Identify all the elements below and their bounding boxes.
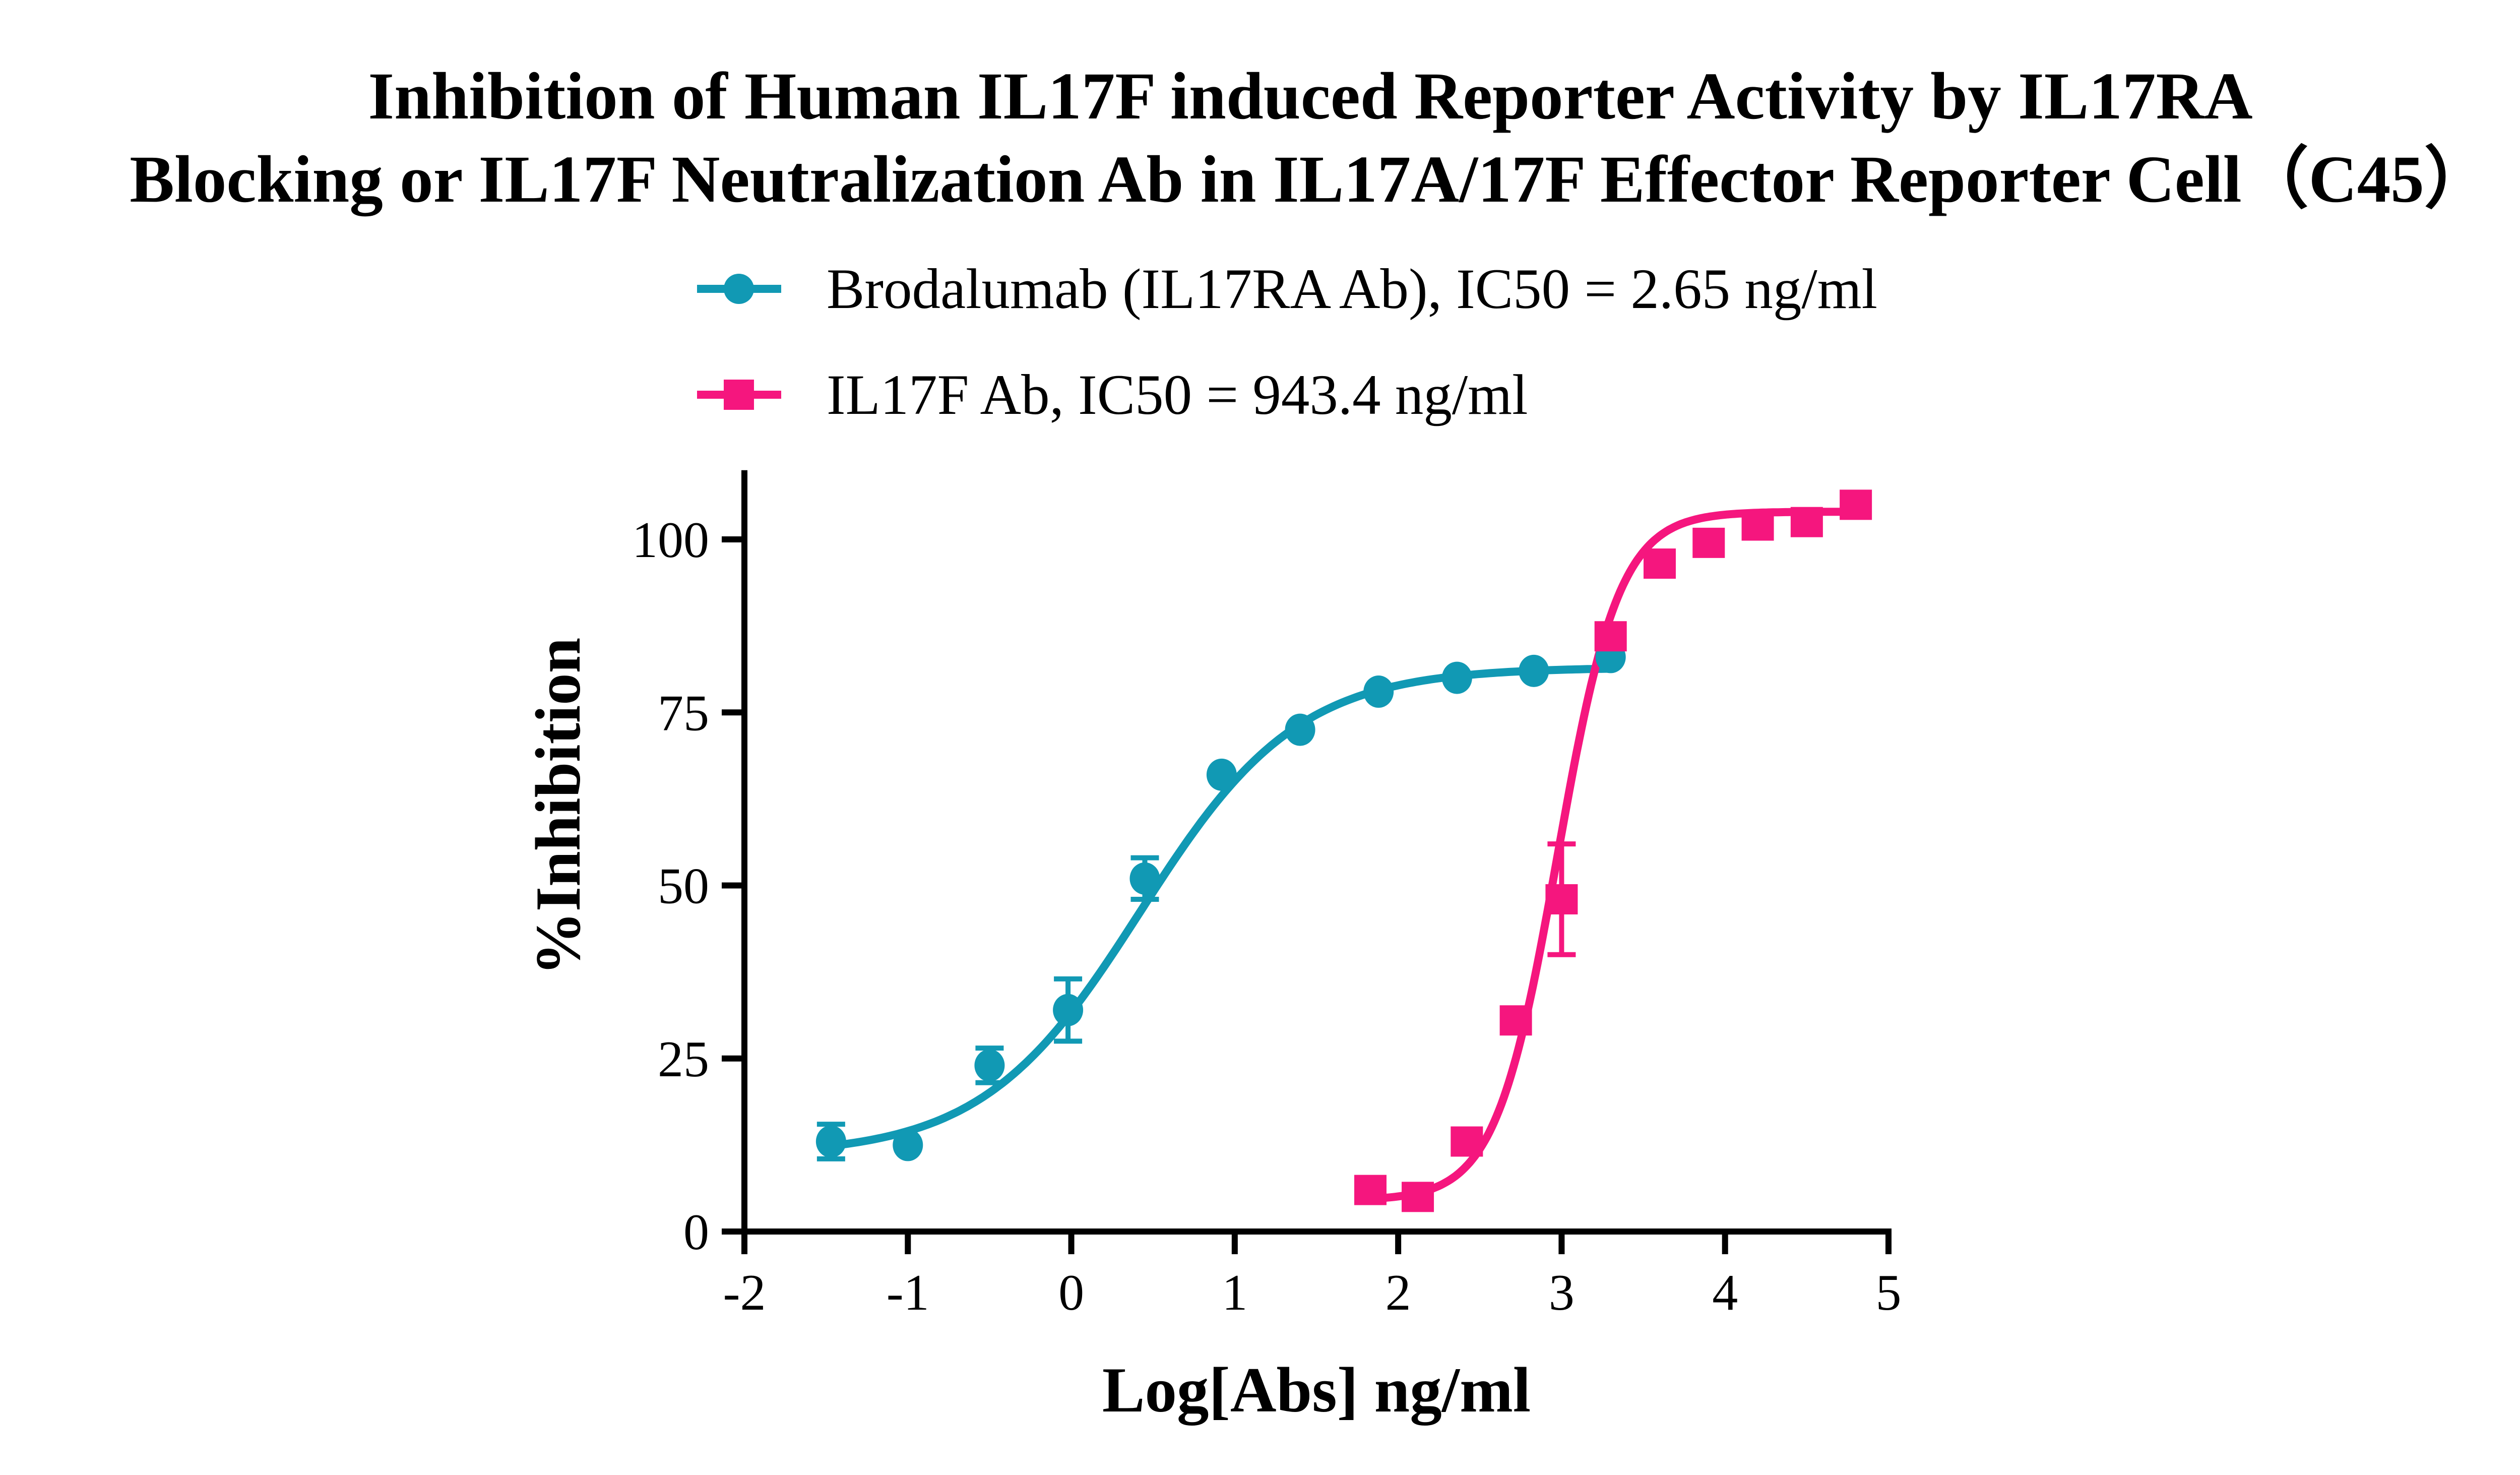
- data-point-circle: [893, 1129, 923, 1161]
- fit-curves: [830, 508, 1856, 1203]
- x-tick-label: 5: [1876, 1264, 1902, 1321]
- data-point-circle: [1441, 661, 1472, 694]
- legend-label: Brodalumab (IL17RA Ab), IC50 = 2.65 ng/m…: [827, 258, 1877, 321]
- data-point-square: [1499, 1005, 1532, 1036]
- legend-label: IL17F Ab, IC50 = 943.4 ng/ml: [827, 363, 1528, 426]
- y-tick-label: 25: [658, 1031, 709, 1088]
- data-point-square: [1644, 548, 1676, 579]
- y-tick-label: 100: [632, 512, 709, 569]
- data-point-circle: [1129, 862, 1160, 895]
- data-point-square: [1545, 884, 1578, 914]
- x-tick-label: 4: [1712, 1264, 1738, 1321]
- data-point-square: [1692, 527, 1725, 558]
- x-tick-label: 0: [1058, 1264, 1084, 1321]
- fit-curve-1: [830, 664, 1611, 1150]
- data-point-square: [1594, 621, 1627, 652]
- data-point-circle: [1519, 654, 1549, 687]
- y-tick-label: 0: [683, 1204, 709, 1261]
- legend-marker-square: [724, 380, 754, 410]
- data-point-square: [1741, 510, 1774, 541]
- chart-title-line-2: Blocking or IL17F Neutralization Ab in I…: [130, 142, 2491, 216]
- data-point-circle: [1363, 675, 1394, 708]
- data-point-square: [1402, 1182, 1434, 1212]
- data-point-circle: [1053, 994, 1084, 1026]
- fit-curve-2: [1370, 508, 1856, 1203]
- data-point-circle: [815, 1125, 846, 1158]
- data-points: [815, 489, 1872, 1212]
- x-axis-label: Log[Abs] ng/ml: [1102, 1355, 1531, 1426]
- data-point-circle: [1206, 758, 1237, 791]
- data-point-square: [1451, 1126, 1483, 1157]
- y-tick-label: 75: [658, 685, 709, 742]
- legend-marker-circle: [724, 274, 754, 304]
- x-tick-label: 2: [1385, 1264, 1411, 1321]
- data-point-square: [1354, 1175, 1387, 1205]
- y-axis-label: %Inhibition: [523, 638, 594, 976]
- data-point-square: [1840, 489, 1872, 520]
- data-point-circle: [1285, 713, 1315, 746]
- x-tick-label: -2: [723, 1264, 766, 1321]
- legend: Brodalumab (IL17RA Ab), IC50 = 2.65 ng/m…: [697, 258, 1877, 426]
- data-point-square: [1790, 507, 1823, 537]
- data-point-circle: [974, 1049, 1005, 1082]
- chart-title-line-1: Inhibition of Human IL17F induced Report…: [368, 58, 2252, 133]
- x-tick-label: 1: [1222, 1264, 1247, 1321]
- y-tick-label: 50: [658, 858, 709, 915]
- x-tick-label: -1: [887, 1264, 929, 1321]
- x-tick-label: 3: [1549, 1264, 1574, 1321]
